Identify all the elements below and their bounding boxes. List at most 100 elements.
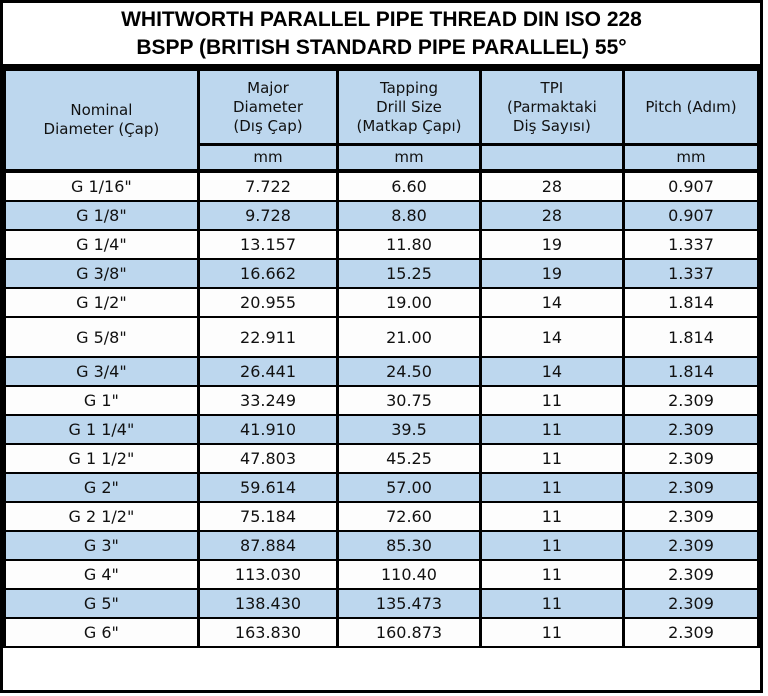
- tapping-drill-size-cell: 8.80: [336, 200, 482, 231]
- major-diameter-cell: 7.722: [196, 170, 340, 202]
- nominal-diameter-cell: G 1/16": [3, 170, 200, 202]
- table-row: G 3/8" 16.662 15.25 19 1.337: [3, 258, 760, 289]
- tpi-cell: 11: [478, 617, 626, 648]
- pitch-cell: 2.309: [622, 530, 760, 561]
- tapping-drill-size-cell: 21.00: [336, 316, 482, 358]
- table-body: G 1/16" 7.722 6.60 28 0.907 G 1/8" 9.728…: [3, 170, 760, 648]
- tpi-cell: 28: [478, 200, 626, 231]
- pitch-cell: 1.814: [622, 356, 760, 387]
- pitch-cell: 2.309: [622, 385, 760, 416]
- tpi-cell: 11: [478, 385, 626, 416]
- tpi-cell: 14: [478, 356, 626, 387]
- major-diameter-cell: 22.911: [196, 316, 340, 358]
- tapping-drill-size-cell: 72.60: [336, 501, 482, 532]
- pitch-cell: 0.907: [622, 200, 760, 231]
- tpi-cell: 11: [478, 414, 626, 445]
- tapping-drill-size-cell: 11.80: [336, 229, 482, 260]
- nominal-diameter-cell: G 3/8": [3, 258, 200, 289]
- pitch-cell: 0.907: [622, 170, 760, 202]
- pitch-cell: 1.337: [622, 258, 760, 289]
- table-row: G 1/8" 9.728 8.80 28 0.907: [3, 200, 760, 231]
- table-row: G 1 1/4" 41.910 39.5 11 2.309: [3, 414, 760, 445]
- col-header-pitch: Pitch (Adım): [622, 69, 760, 146]
- major-diameter-cell: 9.728: [196, 200, 340, 231]
- major-diameter-cell: 138.430: [196, 588, 340, 619]
- tpi-cell: 11: [478, 588, 626, 619]
- major-diameter-cell: 26.441: [196, 356, 340, 387]
- unit-tpi: [478, 143, 626, 173]
- nominal-diameter-cell: G 3": [3, 530, 200, 561]
- tapping-drill-size-cell: 135.473: [336, 588, 482, 619]
- nominal-diameter-cell: G 1/4": [3, 229, 200, 260]
- table-row: G 3/4" 26.441 24.50 14 1.814: [3, 356, 760, 387]
- pitch-cell: 2.309: [622, 588, 760, 619]
- pitch-cell: 1.337: [622, 229, 760, 260]
- col-header-major-diameter: Major Diameter (Dış Çap): [196, 69, 340, 146]
- pitch-cell: 2.309: [622, 501, 760, 532]
- page-title-line-2: BSPP (BRITISH STANDARD PIPE PARALLEL) 55…: [136, 35, 627, 59]
- col-header-nominal-diameter: Nominal Diameter (Çap): [3, 69, 200, 173]
- col-header-tpi: TPI (Parmaktaki Diş Sayısı): [478, 69, 626, 146]
- nominal-diameter-cell: G 3/4": [3, 356, 200, 387]
- tapping-drill-size-cell: 24.50: [336, 356, 482, 387]
- major-diameter-cell: 163.830: [196, 617, 340, 648]
- unit-major-diameter: mm: [196, 143, 340, 173]
- major-diameter-cell: 113.030: [196, 559, 340, 590]
- tapping-drill-size-cell: 110.40: [336, 559, 482, 590]
- tpi-cell: 11: [478, 559, 626, 590]
- tpi-cell: 28: [478, 170, 626, 202]
- table-row: G 5" 138.430 135.473 11 2.309: [3, 588, 760, 619]
- tapping-drill-size-cell: 57.00: [336, 472, 482, 503]
- major-diameter-cell: 59.614: [196, 472, 340, 503]
- major-diameter-cell: 33.249: [196, 385, 340, 416]
- table-row: G 1 1/2" 47.803 45.25 11 2.309: [3, 443, 760, 474]
- pitch-cell: 2.309: [622, 443, 760, 474]
- table-header: Nominal Diameter (Çap) Major Diameter (D…: [3, 69, 760, 173]
- major-diameter-cell: 41.910: [196, 414, 340, 445]
- nominal-diameter-cell: G 1/2": [3, 287, 200, 318]
- tapping-drill-size-cell: 160.873: [336, 617, 482, 648]
- nominal-diameter-cell: G 2 1/2": [3, 501, 200, 532]
- nominal-diameter-cell: G 1": [3, 385, 200, 416]
- pitch-cell: 1.814: [622, 316, 760, 358]
- page-title-line-1: WHITWORTH PARALLEL PIPE THREAD DIN ISO 2…: [121, 7, 642, 31]
- tapping-drill-size-cell: 30.75: [336, 385, 482, 416]
- table-row: G 2 1/2" 75.184 72.60 11 2.309: [3, 501, 760, 532]
- tpi-cell: 11: [478, 530, 626, 561]
- col-header-tapping-drill-size: Tapping Drill Size (Matkap Çapı): [336, 69, 482, 146]
- major-diameter-cell: 16.662: [196, 258, 340, 289]
- tapping-drill-size-cell: 45.25: [336, 443, 482, 474]
- major-diameter-cell: 13.157: [196, 229, 340, 260]
- nominal-diameter-cell: G 5": [3, 588, 200, 619]
- pitch-cell: 2.309: [622, 414, 760, 445]
- nominal-diameter-cell: G 1 1/2": [3, 443, 200, 474]
- tapping-drill-size-cell: 39.5: [336, 414, 482, 445]
- major-diameter-cell: 20.955: [196, 287, 340, 318]
- nominal-diameter-cell: G 5/8": [3, 316, 200, 358]
- pitch-cell: 2.309: [622, 472, 760, 503]
- thread-spec-table: Nominal Diameter (Çap) Major Diameter (D…: [3, 69, 760, 648]
- nominal-diameter-cell: G 1/8": [3, 200, 200, 231]
- major-diameter-cell: 47.803: [196, 443, 340, 474]
- tpi-cell: 11: [478, 472, 626, 503]
- tapping-drill-size-cell: 19.00: [336, 287, 482, 318]
- nominal-diameter-cell: G 6": [3, 617, 200, 648]
- title-block: WHITWORTH PARALLEL PIPE THREAD DIN ISO 2…: [3, 3, 760, 69]
- table-row: G 1/2" 20.955 19.00 14 1.814: [3, 287, 760, 318]
- pitch-cell: 2.309: [622, 617, 760, 648]
- table-row: G 6" 163.830 160.873 11 2.309: [3, 617, 760, 648]
- unit-tapping-drill-size: mm: [336, 143, 482, 173]
- nominal-diameter-cell: G 2": [3, 472, 200, 503]
- table-row: G 4" 113.030 110.40 11 2.309: [3, 559, 760, 590]
- pitch-cell: 1.814: [622, 287, 760, 318]
- tapping-drill-size-cell: 85.30: [336, 530, 482, 561]
- table-row: G 1/16" 7.722 6.60 28 0.907: [3, 170, 760, 202]
- tpi-cell: 19: [478, 229, 626, 260]
- nominal-diameter-cell: G 4": [3, 559, 200, 590]
- major-diameter-cell: 75.184: [196, 501, 340, 532]
- tpi-cell: 11: [478, 443, 626, 474]
- tapping-drill-size-cell: 6.60: [336, 170, 482, 202]
- pitch-cell: 2.309: [622, 559, 760, 590]
